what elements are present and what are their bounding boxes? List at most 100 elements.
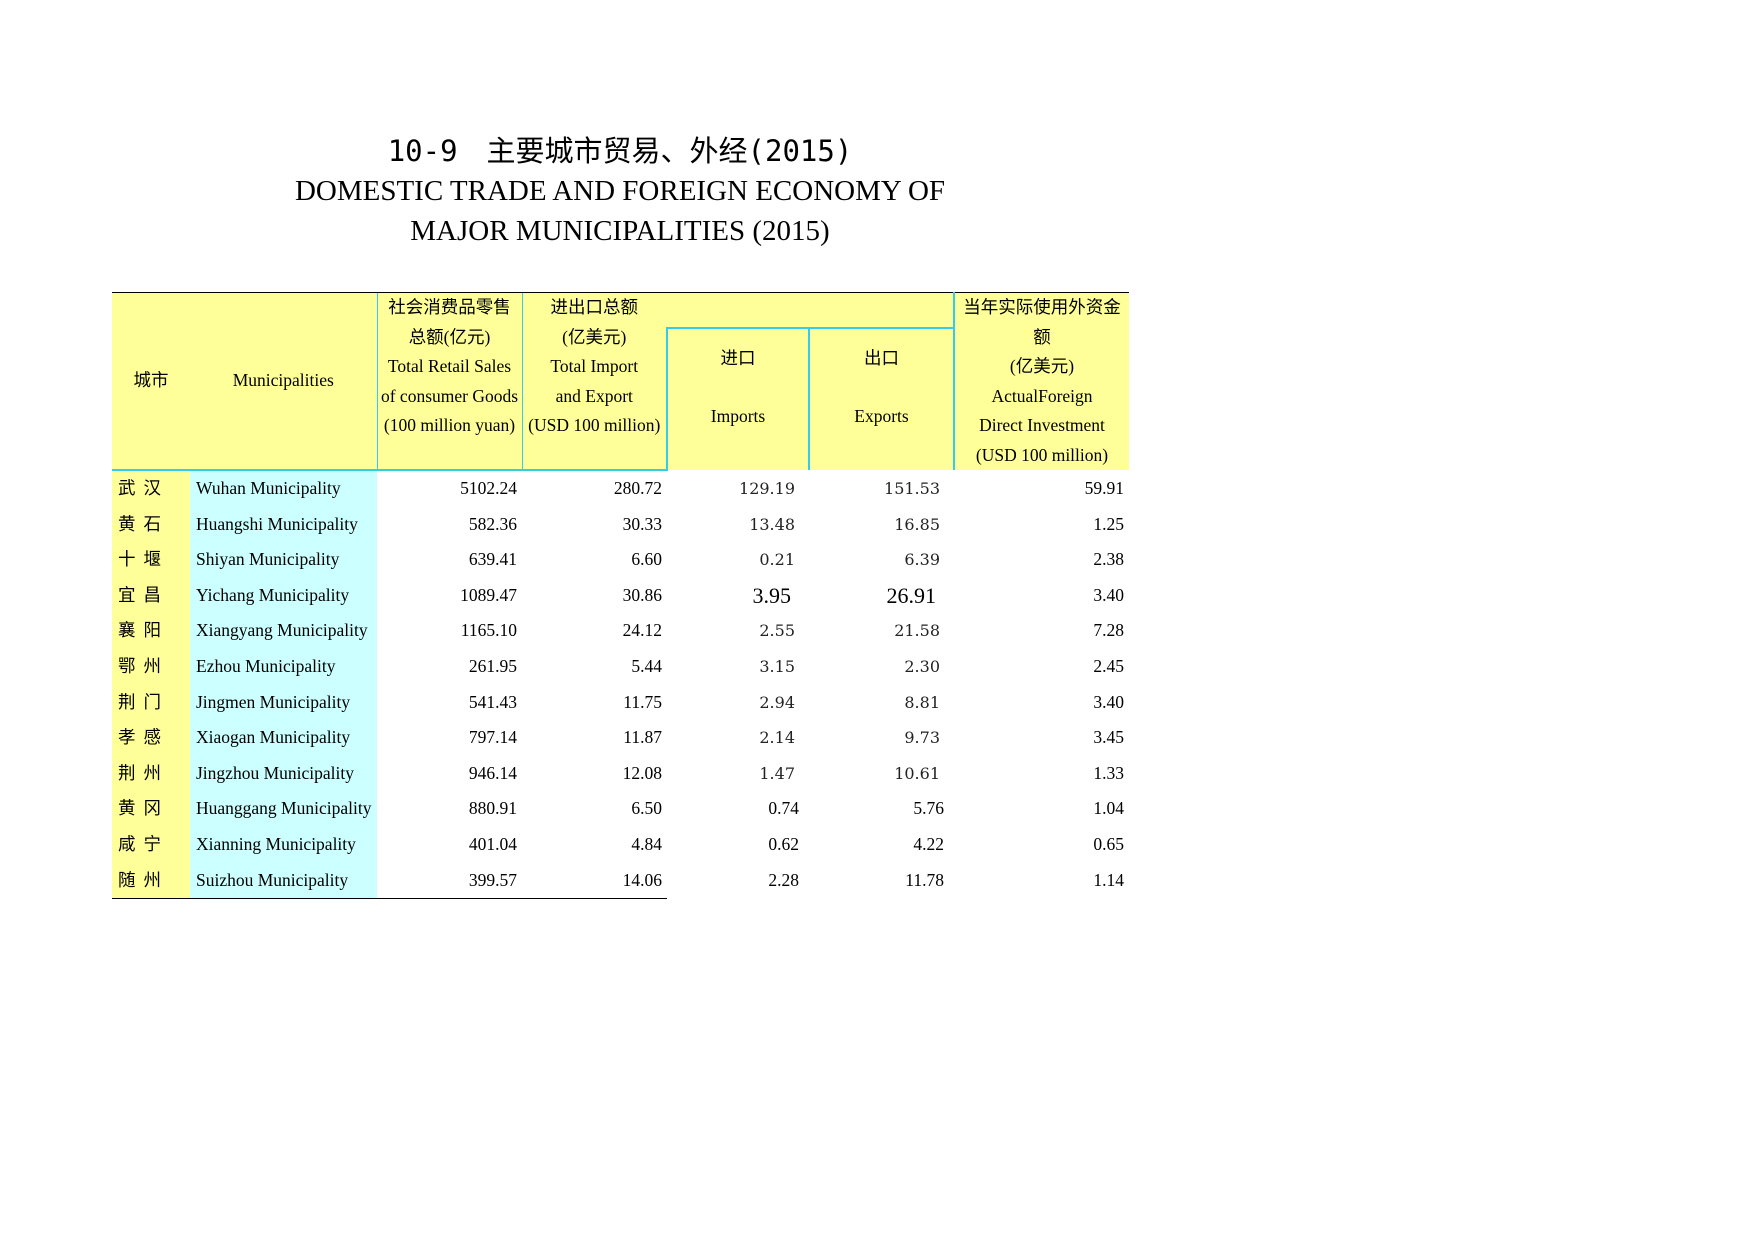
city-name-en: Xiangyang Municipality (190, 613, 377, 649)
table-row: 黄冈 Huanggang Municipality 880.91 6.50 0.74 5.… (112, 791, 1129, 827)
header-trade-line: 进出口总额 (550, 297, 639, 317)
table-row: 黄石 Huangshi Municipality 582.36 30.33 13.48 1… (112, 506, 1129, 543)
city-name-cn: 宜昌 (112, 577, 190, 614)
imports-value: 13.48 (749, 514, 795, 534)
total-trade-value: 6.50 (631, 798, 662, 819)
header-retail-line: Total Retail Sales (387, 356, 512, 376)
retail-sales-value: 261.95 (468, 655, 517, 676)
table-row: 鄂州 Ezhou Municipality 261.95 5.44 3.15 2.30 2.… (112, 648, 1129, 685)
retail-sales-value: 639.41 (468, 549, 517, 570)
imports-value: 2.55 (759, 621, 795, 641)
city-name-en: Suizhou Municipality (190, 862, 377, 900)
total-trade-value: 30.33 (622, 513, 662, 534)
table-row: 宜昌 Yichang Municipality 1089.47 30.86 3.95 26… (112, 577, 1129, 614)
header-exports-cn: 出口 (864, 347, 899, 368)
header-retail-line: (100 million yuan) (383, 415, 516, 435)
fdi-value: 1.14 (1093, 869, 1124, 890)
header-retail-line: 总额(亿元) (408, 326, 491, 347)
header-imports: 进口 Imports (666, 326, 809, 470)
table-row: 孝感 Xiaogan Municipality 797.14 11.87 2.14 9.7… (112, 720, 1129, 756)
header-imports-cn: 进口 (720, 347, 756, 368)
table-body: 武汉 Wuhan Municipality 5102.24 280.72 129.19 1… (112, 470, 1129, 900)
imports-value: 1.47 (759, 763, 795, 783)
city-name-en: Ezhou Municipality (190, 648, 377, 685)
table-row: 荆门 Jingmen Municipality 541.43 11.75 2.94 8.8… (112, 684, 1129, 721)
exports-value: 4.22 (913, 833, 944, 854)
total-trade-value: 5.44 (631, 655, 662, 676)
header-trade-line: (USD 100 million) (528, 415, 661, 435)
table-row: 随州 Suizhou Municipality 399.57 14.06 2.28 11.… (112, 862, 1129, 900)
table-title-en-line1: DOMESTIC TRADE AND FOREIGN ECONOMY OF (294, 175, 946, 207)
city-name-cn: 黄石 (112, 506, 190, 543)
retail-sales-value: 797.14 (468, 727, 517, 748)
imports-value: 0.21 (759, 550, 795, 570)
city-name-en: Jingzhou Municipality (190, 755, 377, 792)
city-name-cn: 鄂州 (112, 648, 190, 685)
fdi-value: 1.04 (1093, 798, 1124, 819)
table-row: 荆州 Jingzhou Municipality 946.14 12.08 1.47 10… (112, 755, 1129, 792)
city-name-en: Yichang Municipality (190, 577, 377, 614)
header-fdi-line: ActualForeign (991, 385, 1093, 406)
total-trade-value: 280.72 (613, 478, 662, 498)
imports-value: 2.94 (759, 692, 795, 712)
imports-value: 129.19 (739, 478, 795, 498)
imports-value: 0.62 (768, 833, 799, 854)
imports-value: 2.14 (759, 728, 795, 748)
table-row: 襄阳 Xiangyang Municipality 1165.10 24.12 2.55… (112, 613, 1129, 649)
city-name-cn: 十堰 (112, 542, 190, 578)
header-exports: 出口 Exports (808, 326, 954, 470)
exports-value: 6.39 (904, 550, 940, 570)
header-trade: 进出口总额 (亿美元) Total Import and Export (USD… (521, 292, 667, 471)
city-name-cn: 荆门 (112, 684, 190, 721)
exports-value: 9.73 (904, 728, 940, 748)
exports-value: 11.78 (905, 869, 944, 890)
city-name-cn: 襄阳 (112, 613, 190, 649)
table-row: 咸宁 Xianning Municipality 401.04 4.84 0.62 4.2… (112, 826, 1129, 863)
fdi-value: 0.65 (1093, 833, 1124, 854)
total-trade-value: 12.08 (622, 762, 662, 783)
header-trade-spacer (667, 291, 954, 328)
fdi-value: 2.38 (1093, 549, 1124, 570)
retail-sales-value: 401.04 (468, 833, 517, 854)
header-fdi-line: (USD 100 million) (975, 444, 1109, 465)
exports-value: 10.61 (894, 763, 940, 783)
city-name-cn: 随州 (112, 862, 190, 900)
imports-value: 0.74 (768, 798, 799, 819)
header-trade-line: and Export (555, 385, 633, 406)
fdi-value: 3.40 (1093, 691, 1124, 712)
city-name-en: Jingmen Municipality (190, 684, 377, 721)
table-title-en-line2: MAJOR MUNICIPALITIES (2015) (410, 215, 830, 247)
header-city-en: Municipalities (190, 292, 377, 471)
header-fdi-line: 当年实际使用外资金额 (963, 297, 1121, 347)
table-row: 武汉 Wuhan Municipality 5102.24 280.72 129.19 1… (112, 470, 1129, 507)
city-name-cn: 黄冈 (112, 791, 190, 827)
fdi-value: 3.45 (1093, 727, 1124, 748)
header-fdi-line: Direct Investment (979, 415, 1105, 435)
exports-value: 16.85 (894, 514, 940, 534)
table-title-cn: 10-9 主要城市贸易、外经(2015) (387, 134, 853, 168)
trade-table: 城市 Municipalities 社会消费品零售 总额(亿元) Total R… (112, 291, 1129, 900)
fdi-value: 7.28 (1093, 620, 1124, 641)
header-retail-line: 社会消费品零售 (388, 297, 511, 317)
retail-sales-value: 541.43 (468, 691, 517, 712)
header-trade-line: Total Import (550, 356, 639, 376)
header-retail: 社会消费品零售 总额(亿元) Total Retail Sales of con… (376, 292, 522, 471)
fdi-value: 59.91 (1084, 477, 1124, 498)
city-name-en: Shiyan Municipality (190, 542, 377, 578)
header-fdi-line: (亿美元) (1009, 356, 1075, 376)
header-exports-en: Exports (854, 405, 909, 426)
total-trade-value: 6.60 (631, 549, 662, 570)
total-trade-value: 11.75 (623, 691, 662, 712)
city-name-en: Huanggang Municipality (190, 791, 377, 827)
exports-value: 5.76 (913, 798, 944, 819)
city-name-cn: 武汉 (112, 470, 190, 507)
exports-value: 8.81 (904, 692, 940, 712)
total-trade-value: 4.84 (631, 833, 662, 854)
fdi-value: 1.33 (1093, 762, 1124, 783)
imports-value: 3.95 (752, 582, 792, 608)
total-trade-value: 11.87 (623, 727, 662, 748)
imports-value: 2.28 (768, 869, 799, 890)
retail-sales-value: 5102.24 (460, 478, 517, 498)
header-imports-en: Imports (710, 405, 766, 426)
imports-value: 3.15 (759, 656, 795, 676)
